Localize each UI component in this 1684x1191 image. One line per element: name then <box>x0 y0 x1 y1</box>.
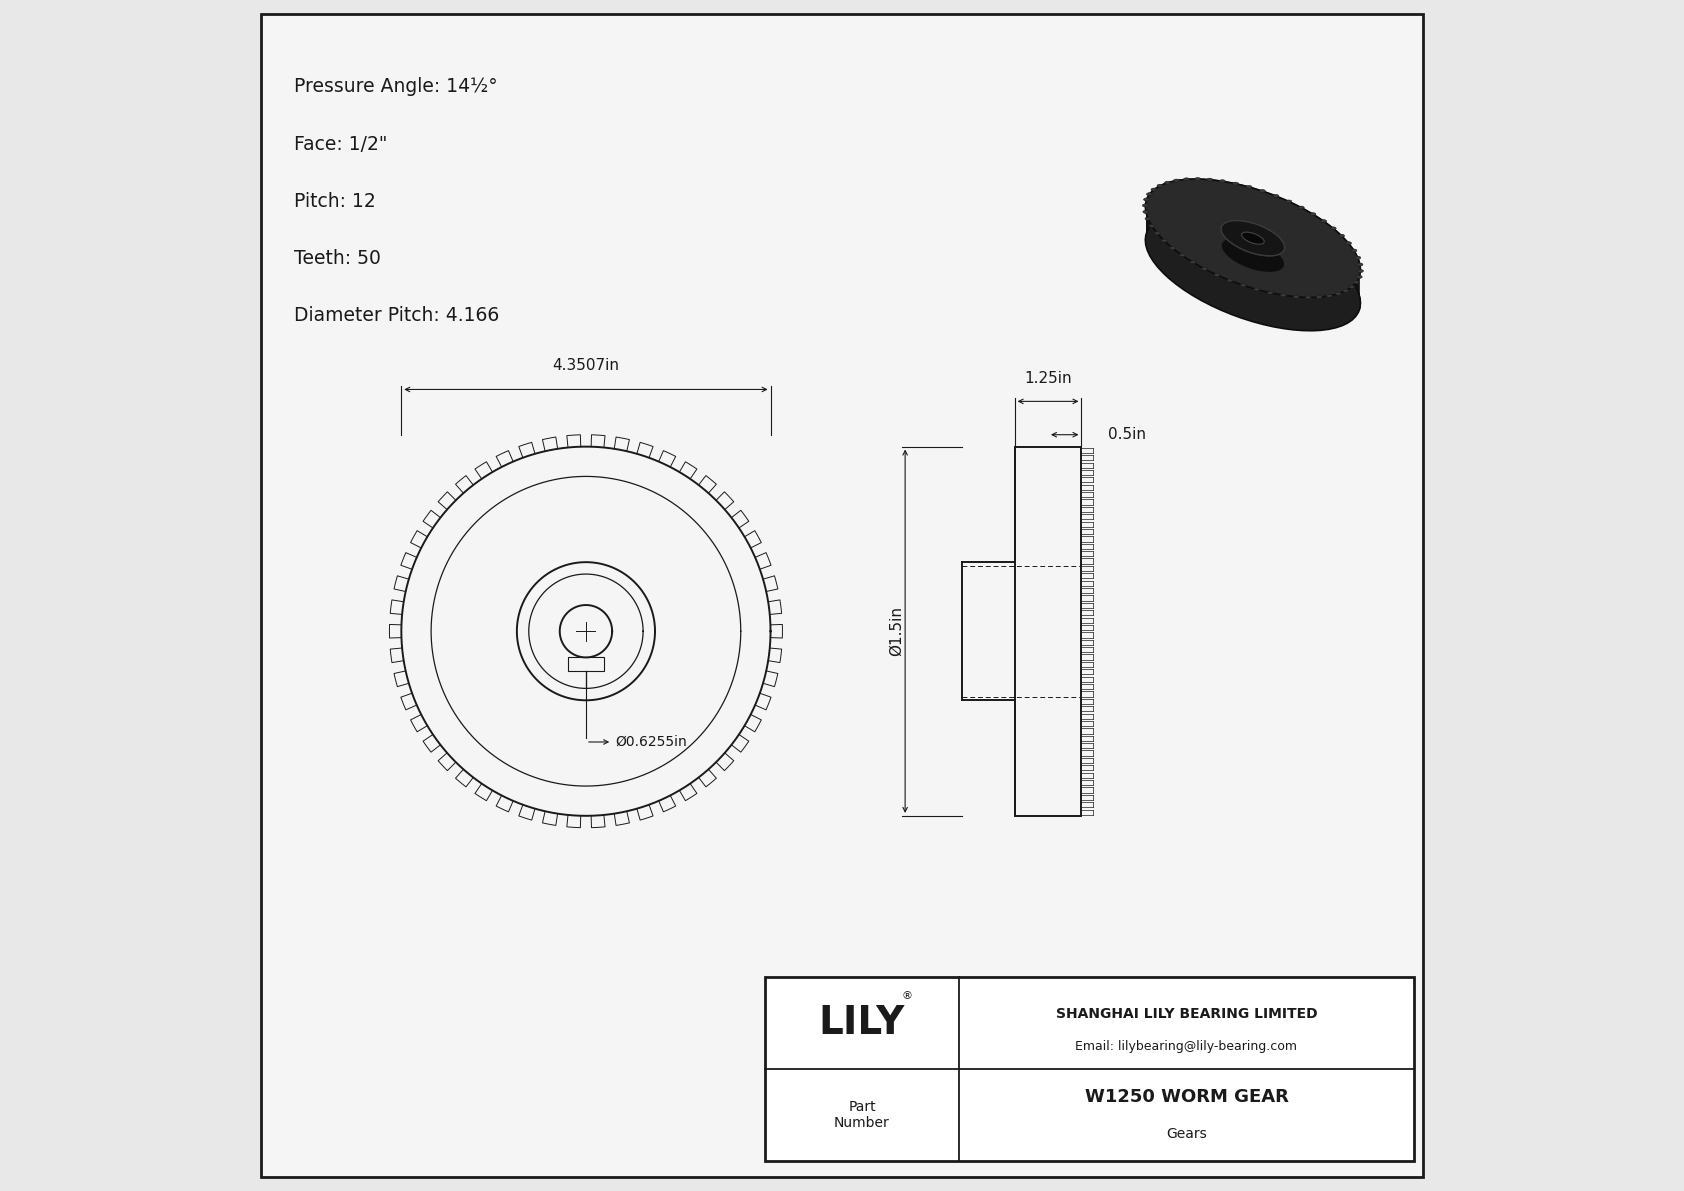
Text: Ø1.5in: Ø1.5in <box>889 606 904 656</box>
Ellipse shape <box>1273 194 1278 198</box>
Ellipse shape <box>1179 254 1186 257</box>
Ellipse shape <box>1280 294 1287 297</box>
Ellipse shape <box>1357 263 1362 266</box>
Ellipse shape <box>1241 283 1246 287</box>
Ellipse shape <box>1330 226 1335 230</box>
Text: Diameter Pitch: 4.166: Diameter Pitch: 4.166 <box>295 306 500 325</box>
Text: SHANGHAI LILY BEARING LIMITED: SHANGHAI LILY BEARING LIMITED <box>1056 1006 1317 1021</box>
Text: Ø0.6255in: Ø0.6255in <box>616 735 687 749</box>
Ellipse shape <box>1246 186 1251 188</box>
Ellipse shape <box>1191 261 1196 263</box>
Ellipse shape <box>1147 193 1152 195</box>
Ellipse shape <box>1349 286 1356 288</box>
Ellipse shape <box>1221 220 1285 256</box>
Ellipse shape <box>1298 206 1303 210</box>
Text: ®: ® <box>901 992 913 1002</box>
Ellipse shape <box>1145 179 1361 298</box>
Ellipse shape <box>1142 204 1148 207</box>
Text: Email: lilybearing@lily-bearing.com: Email: lilybearing@lily-bearing.com <box>1076 1040 1297 1053</box>
Ellipse shape <box>1154 232 1160 235</box>
Text: Face: 1/2": Face: 1/2" <box>295 135 387 154</box>
Ellipse shape <box>1221 237 1285 273</box>
Text: 0.5in: 0.5in <box>1108 428 1145 442</box>
Ellipse shape <box>1221 220 1285 256</box>
Ellipse shape <box>1357 269 1364 273</box>
Ellipse shape <box>1310 213 1315 216</box>
Ellipse shape <box>1356 275 1362 279</box>
Ellipse shape <box>1170 247 1175 250</box>
Ellipse shape <box>1346 242 1352 244</box>
Text: Part
Number: Part Number <box>834 1100 889 1130</box>
Ellipse shape <box>1184 177 1189 181</box>
Text: W1250 WORM GEAR: W1250 WORM GEAR <box>1084 1087 1288 1105</box>
Bar <box>765 977 1413 1161</box>
Ellipse shape <box>1150 188 1157 191</box>
Text: Pitch: 12: Pitch: 12 <box>295 192 376 211</box>
Ellipse shape <box>1335 292 1340 295</box>
Ellipse shape <box>1260 189 1265 193</box>
Ellipse shape <box>1305 295 1312 299</box>
Ellipse shape <box>1148 224 1155 227</box>
Ellipse shape <box>1327 294 1332 298</box>
Ellipse shape <box>1228 279 1233 282</box>
Ellipse shape <box>1268 292 1273 294</box>
Ellipse shape <box>1320 219 1327 223</box>
Text: Teeth: 50: Teeth: 50 <box>295 249 381 268</box>
Ellipse shape <box>1293 295 1298 298</box>
Ellipse shape <box>1255 288 1260 291</box>
Ellipse shape <box>1214 274 1219 276</box>
Ellipse shape <box>1165 181 1170 185</box>
Ellipse shape <box>1162 239 1167 242</box>
Ellipse shape <box>1219 180 1226 182</box>
Ellipse shape <box>1354 256 1361 260</box>
Text: LILY: LILY <box>818 1004 904 1042</box>
Ellipse shape <box>1202 267 1207 270</box>
Ellipse shape <box>1143 198 1150 201</box>
Ellipse shape <box>1145 217 1152 220</box>
Text: Gears: Gears <box>1165 1127 1207 1141</box>
Polygon shape <box>1147 179 1361 310</box>
Ellipse shape <box>1354 281 1359 283</box>
Ellipse shape <box>1174 179 1179 182</box>
Ellipse shape <box>1207 179 1212 181</box>
Bar <box>568 657 605 671</box>
Text: 1.25in: 1.25in <box>1024 370 1071 386</box>
Ellipse shape <box>1241 232 1265 244</box>
Ellipse shape <box>1342 289 1349 292</box>
Ellipse shape <box>1143 211 1148 213</box>
Text: 4.3507in: 4.3507in <box>552 357 620 373</box>
Ellipse shape <box>1145 212 1361 331</box>
Text: Pressure Angle: 14½°: Pressure Angle: 14½° <box>295 77 498 96</box>
Ellipse shape <box>1194 177 1201 181</box>
Ellipse shape <box>1351 249 1357 252</box>
Ellipse shape <box>1317 295 1322 299</box>
Ellipse shape <box>1233 182 1238 185</box>
Ellipse shape <box>1339 235 1344 237</box>
Ellipse shape <box>1287 200 1292 202</box>
Ellipse shape <box>1157 185 1164 187</box>
